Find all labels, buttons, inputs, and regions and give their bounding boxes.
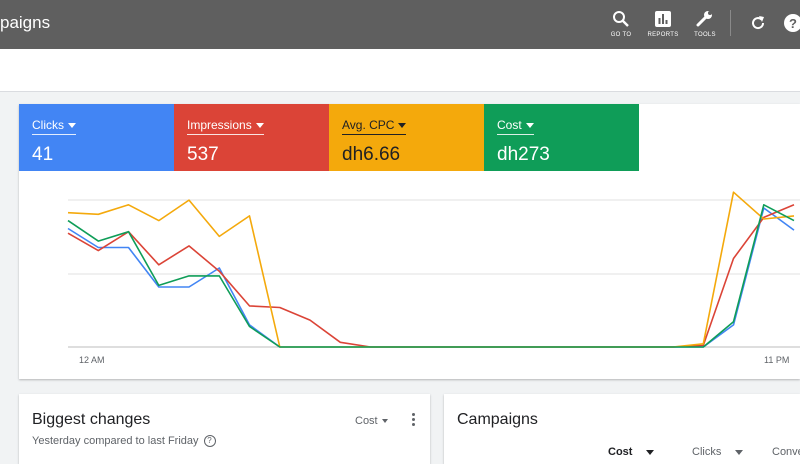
metric-selector-avg-cpc[interactable]: Avg. CPC — [342, 118, 407, 135]
card-title: Campaigns — [457, 411, 538, 428]
tools-label: TOOLS — [694, 32, 716, 38]
caret-down-icon — [525, 122, 534, 128]
column-header-label: Cost — [608, 446, 633, 458]
refresh-icon[interactable] — [747, 12, 769, 34]
sort-metric-label: Cost — [355, 415, 378, 427]
metric-selector-clicks[interactable]: Clicks — [32, 118, 76, 135]
metric-value: dh6.66 — [342, 144, 401, 165]
caret-down-icon — [68, 122, 76, 128]
metric-name: Avg. CPC — [342, 118, 395, 132]
go-to-label: GO TO — [610, 32, 632, 38]
reports-icon — [646, 9, 680, 29]
tools-button[interactable]: TOOLS — [688, 9, 722, 38]
metric-tile-impressions[interactable]: Impressions 537 — [174, 104, 329, 171]
column-header-label: Clicks — [692, 446, 722, 458]
caret-down-icon — [381, 419, 388, 423]
column-header-clicks[interactable]: Clicks — [692, 446, 744, 458]
campaigns-card: Campaigns Cost Clicks Conve — [444, 394, 800, 464]
series-line-avg-cpc — [67, 191, 795, 348]
metric-name: Impressions — [187, 118, 252, 132]
metric-name: Cost — [497, 118, 522, 132]
metric-selector-impressions[interactable]: Impressions — [187, 118, 264, 135]
metric-tile-cost[interactable]: Cost dh273 — [484, 104, 639, 171]
caret-down-icon — [398, 122, 407, 128]
series-line-clicks — [67, 207, 795, 348]
performance-chart-card: Clicks 41 Impressions 537 Avg. CPC dh6.6… — [19, 104, 800, 379]
metric-value: 537 — [187, 144, 219, 165]
column-header-conversions[interactable]: Conve — [772, 446, 800, 458]
metric-selector-cost[interactable]: Cost — [497, 118, 534, 135]
top-app-bar: paigns GO TO REPORTS TOOLS ? — [0, 0, 800, 49]
search-icon — [604, 9, 638, 29]
more-options-icon[interactable] — [410, 413, 416, 426]
caret-down-icon — [735, 449, 744, 455]
series-line-impressions — [67, 204, 795, 348]
metric-value: 41 — [32, 144, 54, 165]
help-icon[interactable]: ? — [782, 12, 800, 34]
reports-label: REPORTS — [647, 32, 679, 38]
sort-metric-select[interactable]: Cost — [355, 415, 388, 427]
metric-tile-clicks[interactable]: Clicks 41 — [19, 104, 174, 171]
metric-value: dh273 — [497, 144, 550, 165]
caret-down-icon — [646, 449, 655, 455]
metric-name: Clicks — [32, 118, 64, 132]
biggest-changes-card: Biggest changes Yesterday compared to la… — [19, 394, 430, 464]
svg-text:?: ? — [789, 16, 797, 31]
comparison-text: Yesterday compared to last Friday — [32, 435, 199, 447]
series-line-cost — [67, 203, 795, 348]
x-tick-label: 12 AM — [79, 355, 105, 365]
tools-icon — [688, 9, 722, 29]
card-subtitle: Yesterday compared to last Friday ? — [32, 435, 216, 447]
line-chart: 12 AM 11 PM — [67, 191, 800, 365]
card-title: Biggest changes — [32, 411, 151, 428]
sub-toolbar — [0, 49, 800, 92]
column-header-cost[interactable]: Cost — [608, 446, 655, 458]
page-title: paigns — [0, 13, 51, 32]
caret-down-icon — [255, 122, 264, 128]
x-tick-label: 11 PM — [764, 355, 789, 365]
column-header-label: Conve — [772, 446, 800, 458]
toolbar-divider — [730, 10, 731, 36]
help-icon[interactable]: ? — [203, 435, 216, 447]
metric-tile-avg-cpc[interactable]: Avg. CPC dh6.66 — [329, 104, 484, 171]
reports-button[interactable]: REPORTS — [646, 9, 680, 38]
go-to-button[interactable]: GO TO — [604, 9, 638, 38]
